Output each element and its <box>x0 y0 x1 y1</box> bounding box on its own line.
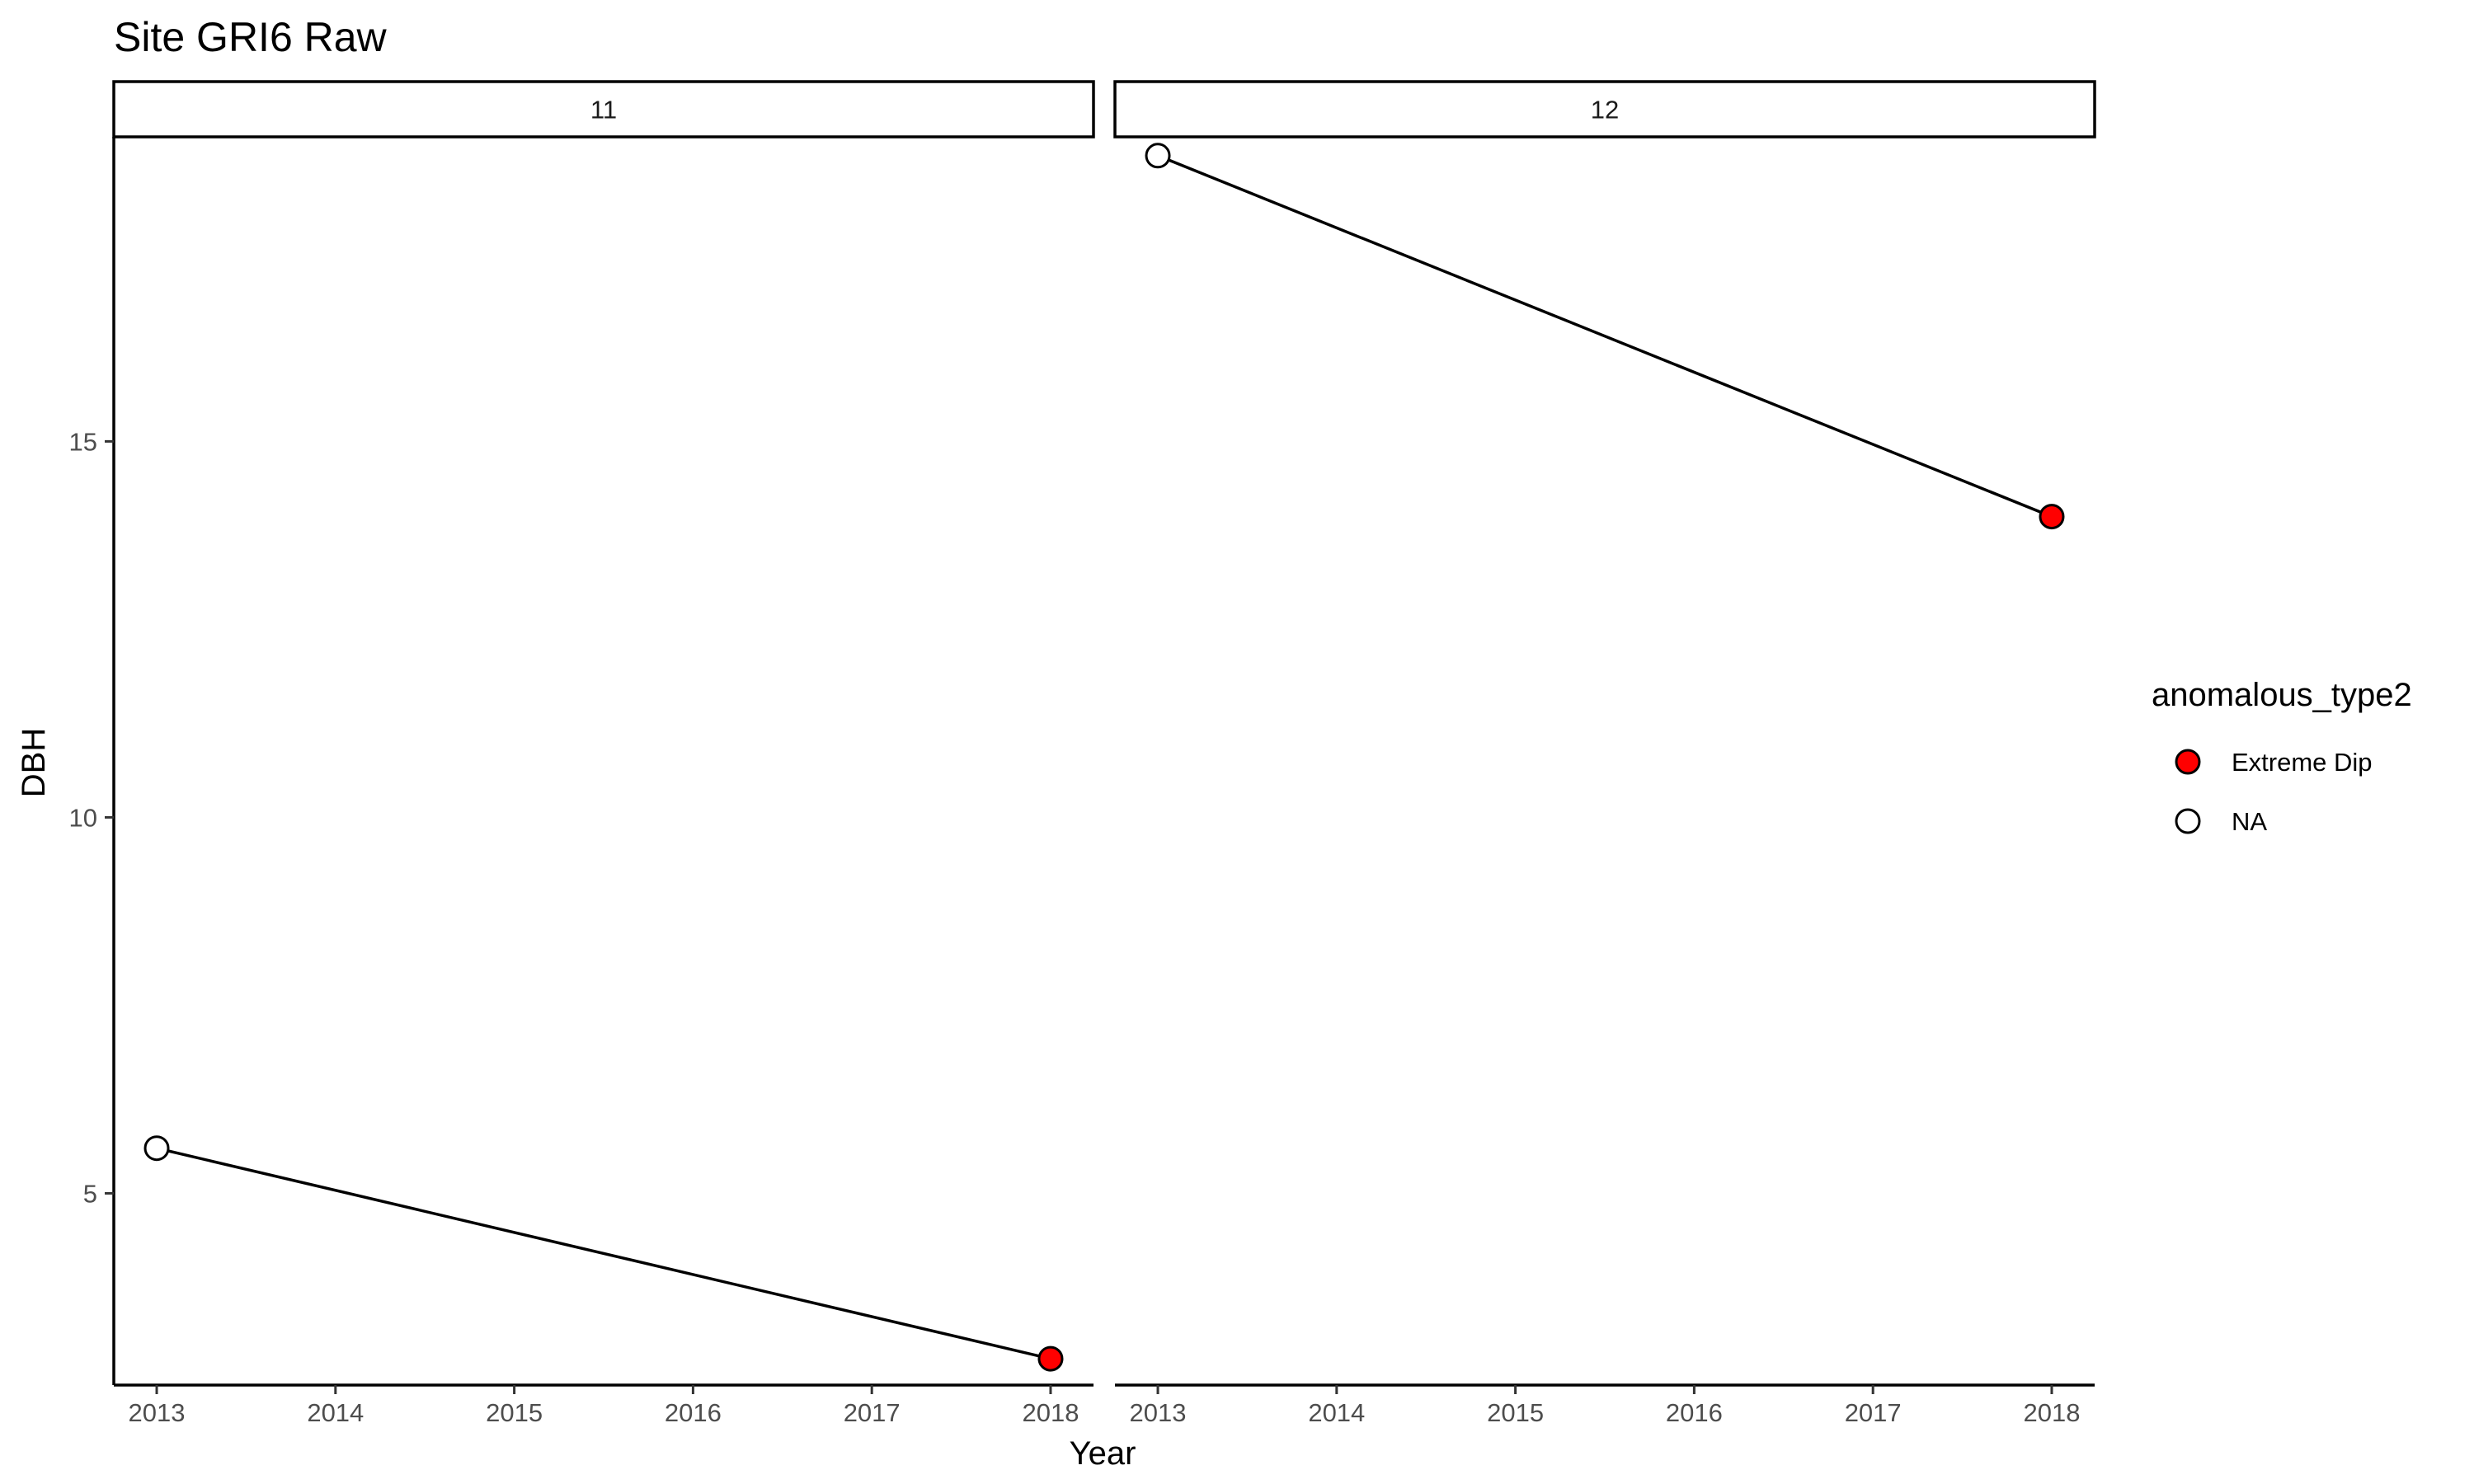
series-line <box>1157 154 2053 519</box>
chart-title: Site GRI6 Raw <box>114 14 388 60</box>
x-tick-label: 2015 <box>1487 1398 1544 1427</box>
legend-label: Extreme Dip <box>2232 748 2373 777</box>
x-tick-label: 2015 <box>486 1398 543 1427</box>
x-axis-title: Year <box>1070 1435 1136 1472</box>
facet-panel-12: 12 2013 2014 2015 2016 2017 2018 <box>1113 80 2096 1427</box>
x-tick-label: 2016 <box>665 1398 722 1427</box>
facet-panels: 11 5 10 15 2013 2014 2015 2016 2017 2018 12 2013 201… <box>69 80 2096 1427</box>
legend-item: Extreme Dip <box>2175 748 2373 777</box>
x-tick-label: 2018 <box>1022 1398 1079 1427</box>
facet-strip <box>112 80 1095 139</box>
y-tick-label: 5 <box>83 1179 97 1208</box>
facet-panel-11: 11 5 10 15 2013 2014 2015 2016 2017 2018 <box>69 80 1095 1427</box>
legend-key <box>2175 808 2201 834</box>
y-axis-title: DBH <box>16 728 52 797</box>
x-tick-label: 2014 <box>307 1398 364 1427</box>
legend: anomalous_type2 Extreme Dip NA <box>2152 677 2412 836</box>
x-tick-label: 2013 <box>129 1398 186 1427</box>
legend-entries: Extreme Dip NA <box>2175 748 2373 836</box>
series-line <box>156 1147 1051 1360</box>
x-tick-label: 2016 <box>1666 1398 1723 1427</box>
legend-key <box>2175 749 2201 775</box>
facet-strip <box>1113 80 2096 139</box>
y-tick-label: 15 <box>69 427 97 456</box>
x-tick-label: 2017 <box>1845 1398 1902 1427</box>
legend-title: anomalous_type2 <box>2152 677 2412 713</box>
data-point <box>1145 143 1171 169</box>
x-tick-label: 2014 <box>1308 1398 1365 1427</box>
data-point <box>143 1135 170 1162</box>
facet-strip-label: 11 <box>590 96 617 124</box>
data-point <box>2039 504 2065 530</box>
x-tick-label: 2018 <box>2023 1398 2080 1427</box>
legend-label: NA <box>2232 807 2267 836</box>
facet-strip-label: 12 <box>1591 96 1619 124</box>
x-tick-label: 2017 <box>844 1398 901 1427</box>
legend-item: NA <box>2175 807 2267 836</box>
x-tick-label: 2013 <box>1130 1398 1187 1427</box>
y-tick-label: 10 <box>69 803 97 832</box>
data-point <box>1037 1345 1064 1372</box>
